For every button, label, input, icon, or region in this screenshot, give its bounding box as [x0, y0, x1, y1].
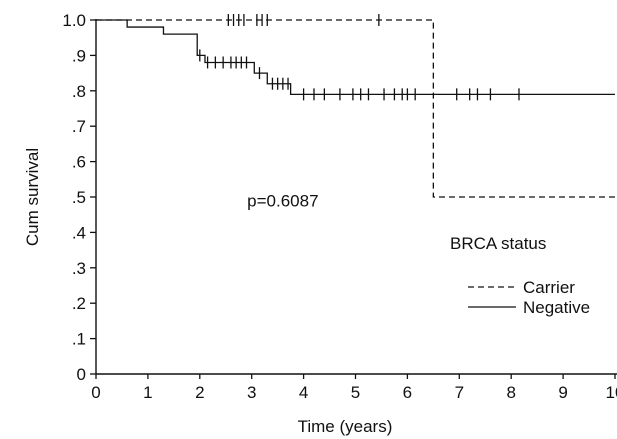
y-tick-label: .5 — [72, 188, 86, 207]
x-axis-title: Time (years) — [298, 417, 393, 436]
x-tick-label: 3 — [247, 383, 256, 402]
y-tick-label: .4 — [72, 223, 86, 242]
x-tick-label: 6 — [403, 383, 412, 402]
x-tick-label: 5 — [351, 383, 360, 402]
x-tick-label: 7 — [455, 383, 464, 402]
axes — [95, 19, 617, 375]
y-tick-label: .3 — [72, 259, 86, 278]
x-tick-label: 9 — [558, 383, 567, 402]
x-tick-label: 2 — [195, 383, 204, 402]
y-tick-label: .9 — [72, 46, 86, 65]
p-value-annotation: p=0.6087 — [247, 192, 318, 211]
x-tick-label: 10 — [606, 383, 617, 402]
x-tick-label: 0 — [91, 383, 100, 402]
series-line-carrier — [96, 19, 615, 198]
y-tick-label: .6 — [72, 153, 86, 172]
legend-title: BRCA status — [450, 234, 546, 253]
y-axis-title: Cum survival — [23, 148, 42, 246]
x-tick-label: 1 — [143, 383, 152, 402]
y-tick-label: .2 — [72, 294, 86, 313]
legend-label-carrier: Carrier — [523, 278, 575, 297]
series-line-negative — [96, 19, 615, 95]
x-ticks: 0 1 2 3 4 5 6 7 8 9 10 — [91, 374, 617, 402]
y-ticks: 0 .1 .2 .3 .4 .5 .6 .7 .8 .9 1.0 — [62, 11, 96, 384]
y-tick-label: 0 — [77, 365, 86, 384]
y-tick-label: 1.0 — [62, 11, 86, 30]
x-tick-label: 8 — [506, 383, 515, 402]
y-tick-label: .1 — [72, 330, 86, 349]
y-tick-label: .7 — [72, 117, 86, 136]
legend: BRCA status Carrier Negative — [450, 234, 590, 317]
y-tick-label: .8 — [72, 82, 86, 101]
x-tick-label: 4 — [299, 383, 308, 402]
legend-label-negative: Negative — [523, 298, 590, 317]
plot-content — [96, 14, 615, 198]
